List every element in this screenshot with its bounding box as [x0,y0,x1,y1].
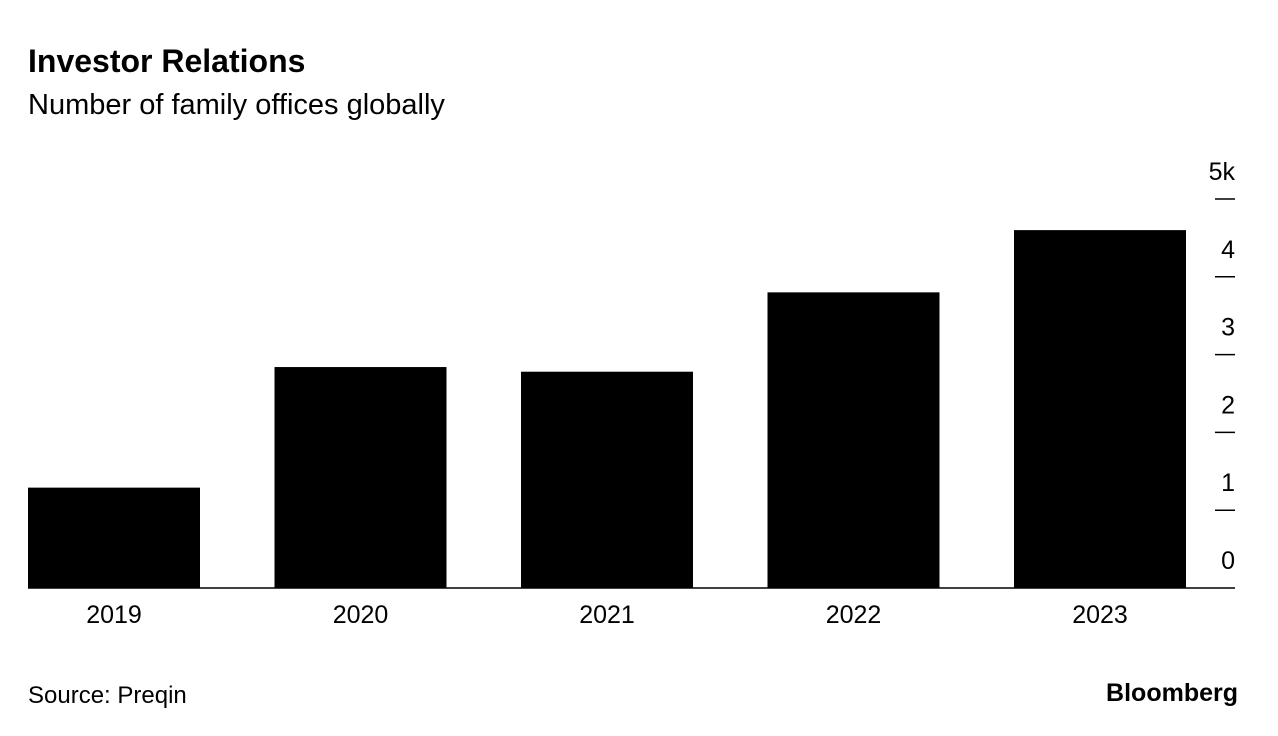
chart-subtitle: Number of family offices globally [28,89,445,121]
bar [274,367,447,588]
y-tick-label: 0 [1221,547,1235,575]
x-tick-label: 2023 [1072,601,1128,629]
source: Source: Preqin [28,682,187,709]
y-tick-label: 4 [1221,236,1235,264]
x-tick-label: 2020 [333,601,389,629]
x-tick-label: 2022 [826,601,882,629]
bar [767,292,940,588]
y-tick-label: 1 [1221,469,1235,497]
y-tick-label: 3 [1221,314,1235,342]
brand: Bloomberg [1106,679,1238,707]
y-tick-label: 2 [1221,391,1235,419]
bar [28,487,200,588]
bar [521,371,693,588]
bar [1014,230,1186,588]
x-tick-label: 2021 [579,601,635,629]
x-tick-label: 2019 [86,601,142,629]
chart-title: Investor Relations [28,43,305,79]
y-tick-label: 5k [1209,158,1236,186]
